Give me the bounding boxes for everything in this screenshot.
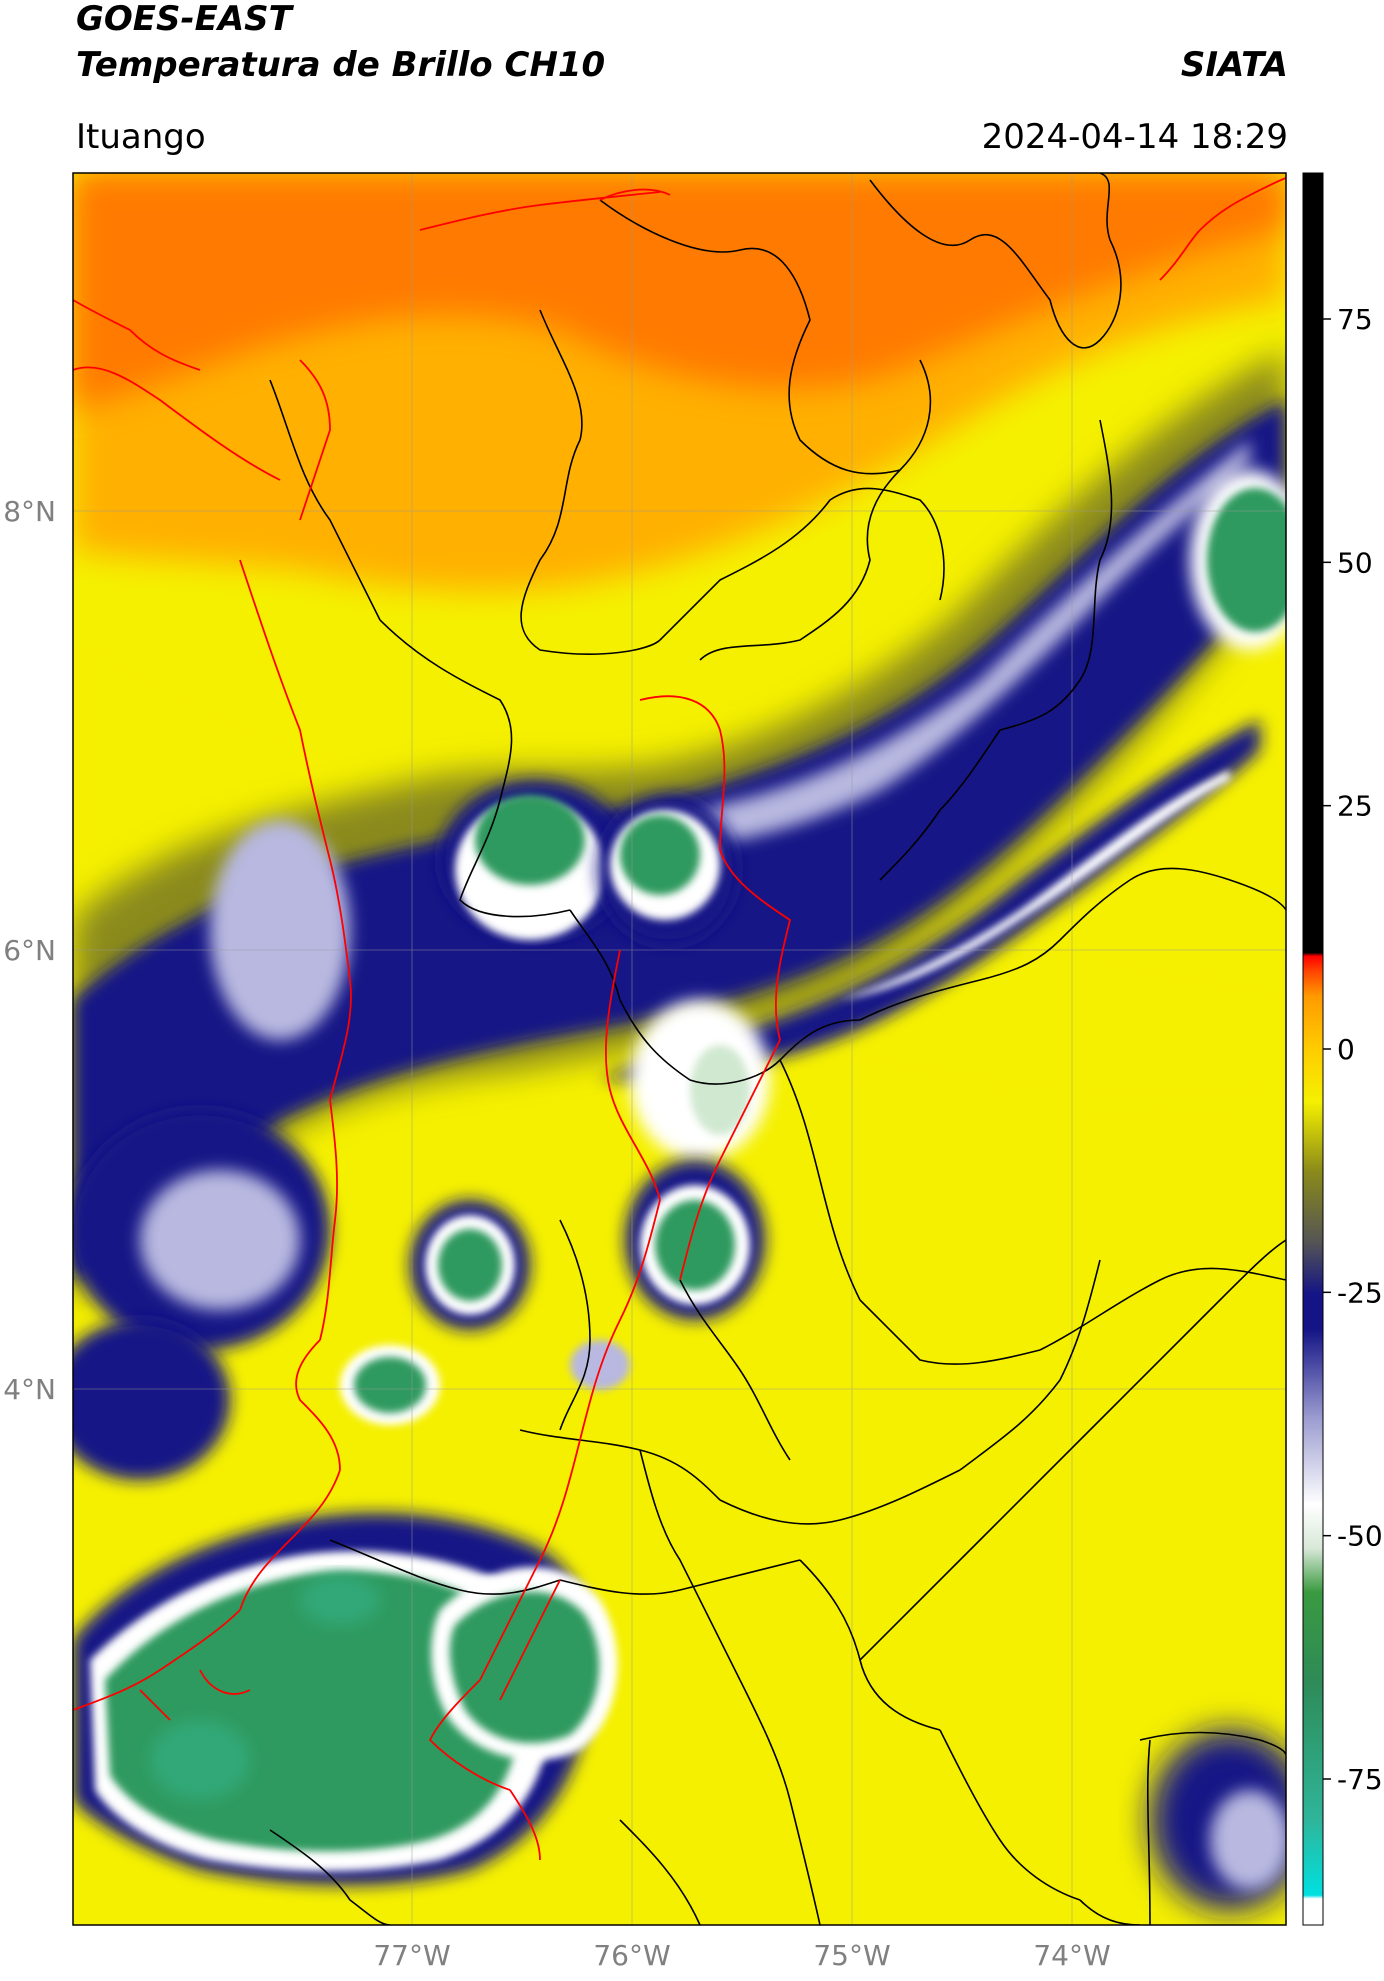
lon-tick-label: 75°W — [813, 1939, 890, 1972]
agency-label: SIATA — [1180, 45, 1288, 85]
colorbar: 75 50 25 0 -25 -50 -75 — [1302, 172, 1383, 1926]
brightness-temperature-imagery — [73, 173, 1286, 1925]
lon-tick-label: 77°W — [373, 1939, 450, 1972]
colorbar-tick-label: 0 — [1337, 1033, 1355, 1066]
timestamp-label: 2024-04-14 18:29 — [981, 117, 1288, 157]
colorbar-tick-label: 50 — [1337, 546, 1373, 579]
product-title: GOES-EAST — [76, 0, 292, 39]
lat-tick-label: 8°N — [3, 495, 56, 528]
location-label: Ituango — [76, 117, 206, 157]
lon-tick-label: 76°W — [593, 1939, 670, 1972]
colorbar-tick-label: -25 — [1337, 1276, 1383, 1309]
lon-tick-label: 74°W — [1033, 1939, 1110, 1972]
product-subtitle: Temperatura de Brillo CH10 — [76, 45, 606, 85]
colorbar-tick-label: -75 — [1337, 1763, 1383, 1796]
lat-tick-label: 6°N — [3, 934, 56, 967]
map-frame — [72, 172, 1287, 1926]
coastline-boundaries — [73, 177, 1286, 1861]
colorbar-tick-label: -50 — [1337, 1520, 1383, 1553]
colorbar-gradient — [1303, 173, 1323, 1925]
colorbar-tick-label: 75 — [1337, 303, 1373, 336]
department-boundaries — [269, 173, 1286, 1925]
colorbar-tick-label: 25 — [1337, 790, 1373, 823]
lat-tick-label: 4°N — [3, 1373, 56, 1406]
